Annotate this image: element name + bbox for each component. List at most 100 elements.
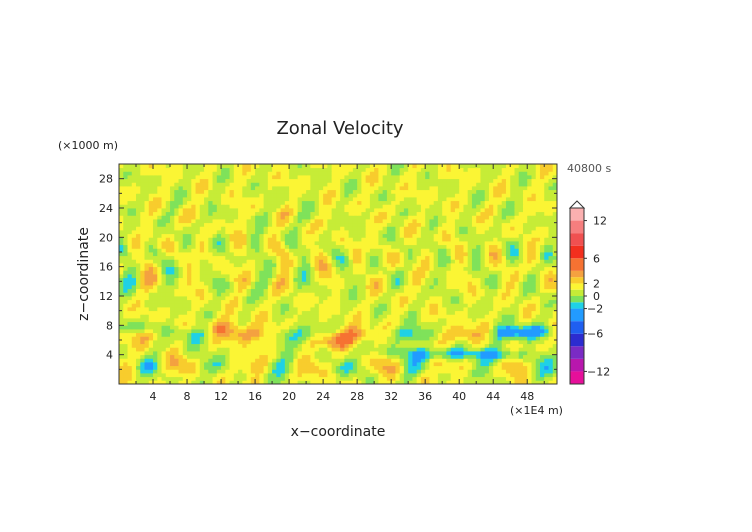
heatmap-cell: [140, 219, 145, 224]
heatmap-cell: [289, 351, 294, 356]
heatmap-cell: [242, 351, 247, 356]
heatmap-cell: [544, 237, 549, 242]
heatmap-cell: [531, 211, 537, 216]
heatmap-cell: [289, 299, 294, 304]
heatmap-cell: [144, 219, 150, 224]
heatmap-cell: [140, 237, 145, 242]
heatmap-cell: [471, 318, 477, 323]
heatmap-cell: [548, 215, 554, 220]
heatmap-cell: [191, 376, 196, 381]
heatmap-cell: [395, 285, 401, 290]
heatmap-cell: [127, 274, 133, 279]
heatmap-cell: [459, 314, 464, 319]
heatmap-cell: [267, 222, 273, 227]
heatmap-cell: [382, 208, 388, 213]
heatmap-cell: [297, 277, 303, 282]
heatmap-cell: [153, 266, 158, 271]
heatmap-cell: [429, 318, 435, 323]
heatmap-cell: [148, 215, 154, 220]
heatmap-cell: [242, 365, 247, 370]
heatmap-cell: [454, 336, 460, 341]
heatmap-cell: [484, 266, 490, 271]
heatmap-cell: [306, 310, 311, 315]
heatmap-cell: [327, 281, 333, 286]
heatmap-cell: [208, 307, 213, 312]
heatmap-cell: [225, 299, 230, 304]
heatmap-cell: [144, 369, 150, 374]
heatmap-cell: [148, 369, 154, 374]
heatmap-cell: [510, 208, 515, 213]
heatmap-cell: [416, 369, 422, 374]
heatmap-cell: [187, 299, 192, 304]
heatmap-cell: [527, 241, 532, 246]
heatmap-cell: [340, 252, 345, 257]
heatmap-cell: [454, 329, 460, 334]
heatmap-cell: [497, 219, 503, 224]
heatmap-cell: [518, 219, 524, 224]
heatmap-cell: [391, 241, 396, 246]
heatmap-cell: [548, 296, 554, 301]
heatmap-cell: [510, 299, 515, 304]
heatmap-cell: [323, 325, 328, 330]
heatmap-cell: [501, 358, 507, 363]
heatmap-cell: [276, 270, 281, 275]
heatmap-cell: [165, 299, 171, 304]
heatmap-cell: [301, 318, 307, 323]
heatmap-cell: [446, 321, 452, 326]
heatmap-cell: [454, 343, 460, 348]
heatmap-cell: [480, 281, 486, 286]
heatmap-cell: [395, 347, 401, 352]
heatmap-cell: [501, 277, 507, 282]
heatmap-cell: [514, 266, 520, 271]
heatmap-cell: [208, 211, 213, 216]
heatmap-cell: [450, 259, 456, 264]
heatmap-cell: [433, 215, 439, 220]
heatmap-cell: [408, 215, 413, 220]
heatmap-cell: [204, 248, 209, 253]
heatmap-cell: [408, 336, 413, 341]
heatmap-cell: [357, 292, 362, 297]
heatmap-cell: [153, 376, 158, 381]
heatmap-cell: [446, 211, 452, 216]
heatmap-cell: [522, 329, 528, 334]
heatmap-cell: [493, 358, 498, 363]
heatmap-cell: [174, 299, 179, 304]
heatmap-cell: [327, 255, 333, 260]
heatmap-cell: [459, 329, 464, 334]
heatmap-cell: [527, 285, 532, 290]
heatmap-cell: [378, 237, 384, 242]
heatmap-cell: [446, 332, 452, 337]
heatmap-cell: [493, 219, 498, 224]
heatmap-cell: [259, 219, 264, 224]
heatmap-cell: [221, 310, 226, 315]
heatmap-cell: [391, 332, 396, 337]
heatmap-cell: [480, 358, 486, 363]
heatmap-cell: [276, 351, 281, 356]
heatmap-cell: [442, 277, 447, 282]
heatmap-cell: [552, 208, 557, 213]
heatmap-cell: [374, 343, 379, 348]
heatmap-cell: [221, 340, 226, 345]
heatmap-cell: [386, 373, 392, 378]
heatmap-cell: [442, 263, 447, 268]
heatmap-cell: [280, 347, 286, 352]
heatmap-cell: [386, 230, 392, 235]
heatmap-cell: [136, 365, 141, 370]
heatmap-cell: [442, 237, 447, 242]
heatmap-cell: [386, 365, 392, 370]
heatmap-cell: [331, 237, 337, 242]
heatmap-cell: [165, 343, 171, 348]
heatmap-cell: [127, 248, 133, 253]
heatmap-cell: [250, 237, 256, 242]
heatmap-cell: [386, 248, 392, 253]
heatmap-cell: [289, 255, 294, 260]
heatmap-cell: [535, 296, 541, 301]
heatmap-cell: [501, 215, 507, 220]
heatmap-cell: [178, 365, 184, 370]
heatmap-cell: [459, 292, 464, 297]
heatmap-cell: [136, 321, 141, 326]
heatmap-cell: [480, 274, 486, 279]
heatmap-cell: [182, 362, 188, 367]
heatmap-cell: [476, 321, 481, 326]
heatmap-cell: [208, 310, 213, 315]
